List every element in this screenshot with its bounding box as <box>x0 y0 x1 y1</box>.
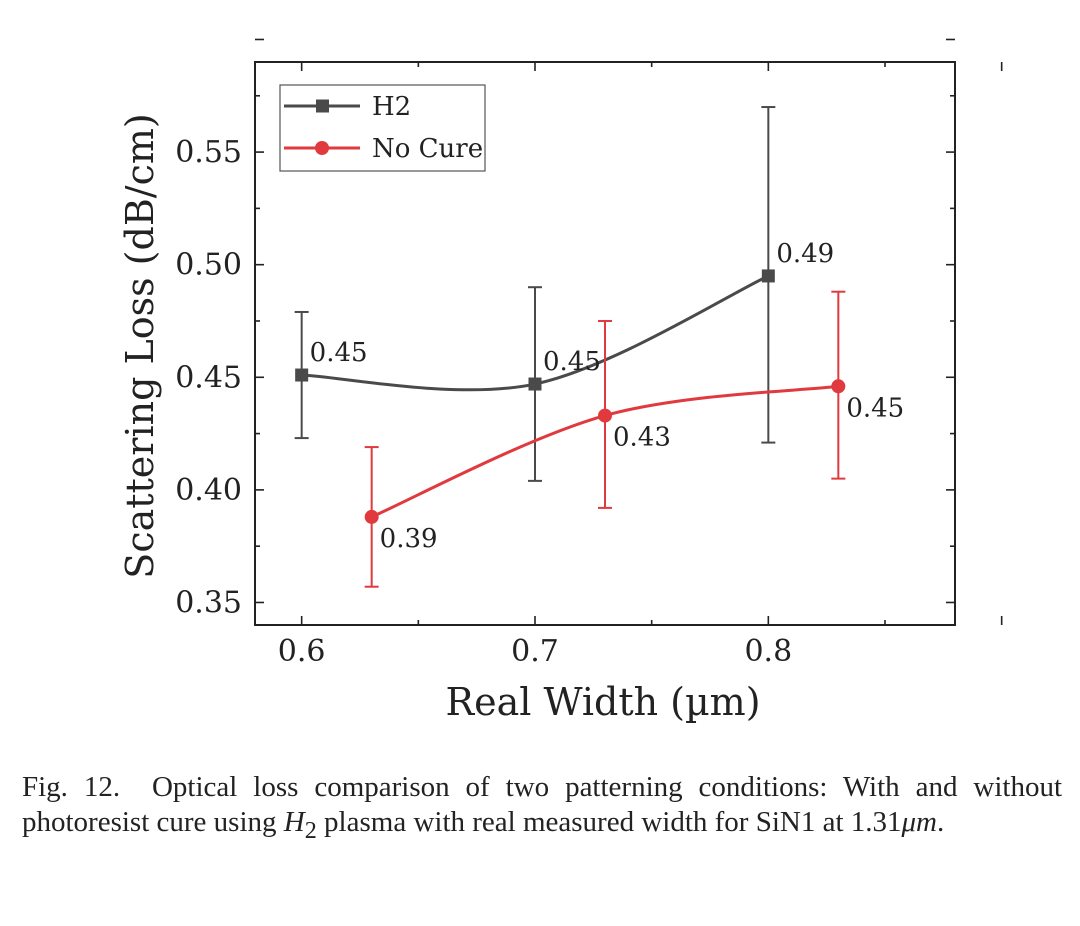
data-label-no-cure: 0.45 <box>846 393 904 423</box>
caption-prefix: Fig. 12. <box>22 771 121 803</box>
caption-text-3: . <box>937 806 945 838</box>
axes: 0.6 0.7 0.8 0.35 0.40 0.45 0.50 0.55 <box>175 38 1003 669</box>
y-tick-label: 0.55 <box>175 135 242 170</box>
y-axis-title: Scattering Loss (dB/cm) <box>118 113 162 578</box>
data-label-h2: 0.45 <box>543 347 601 377</box>
data-label-no-cure: 0.39 <box>380 524 438 554</box>
data-label-h2: 0.49 <box>776 239 834 269</box>
legend-marker-h2 <box>316 99 329 113</box>
series-layer <box>294 106 846 588</box>
y-tick-label: 0.50 <box>175 248 242 283</box>
legend-label-h2: H2 <box>372 92 411 122</box>
point-no-cure <box>831 379 846 394</box>
y-tick-label: 0.45 <box>175 360 242 395</box>
legend-box <box>279 84 486 172</box>
x-tick-label: 0.7 <box>511 634 559 669</box>
caption-math-sub: 2 <box>304 816 317 844</box>
data-label-h2: 0.45 <box>310 338 368 368</box>
caption-math-unit: μm <box>901 806 938 838</box>
x-axis-title: Real Width (µm) <box>445 680 760 724</box>
y-tick-label: 0.35 <box>175 585 242 620</box>
legend: H2 No Cure <box>279 84 486 172</box>
caption-text-1: Optical loss comparison of two patternin… <box>22 771 1063 838</box>
x-tick-label: 0.8 <box>744 634 792 669</box>
point-h2 <box>761 269 775 283</box>
data-label-no-cure: 0.43 <box>613 423 671 453</box>
data-labels: 0.45 0.45 0.49 0.39 0.43 0.45 <box>310 239 905 554</box>
caption-text-2: plasma with real measured width for SiN1… <box>324 806 902 838</box>
point-no-cure <box>598 408 612 423</box>
figure-caption: Fig. 12. Optical loss comparison of two … <box>22 770 1062 848</box>
legend-marker-no-cure <box>315 141 329 155</box>
plot-frame <box>254 61 956 626</box>
scattering-loss-chart: 0.6 0.7 0.80.350.400.450.500.55 0.45 0.450.… <box>118 38 1003 724</box>
point-h2 <box>295 368 309 382</box>
point-no-cure <box>364 509 379 524</box>
x-tick-label: 0.6 <box>278 634 326 669</box>
y-tick-label: 0.40 <box>175 473 242 508</box>
point-h2 <box>528 377 542 391</box>
legend-label-no-cure: No Cure <box>372 134 483 164</box>
caption-math-h: H <box>283 806 305 838</box>
